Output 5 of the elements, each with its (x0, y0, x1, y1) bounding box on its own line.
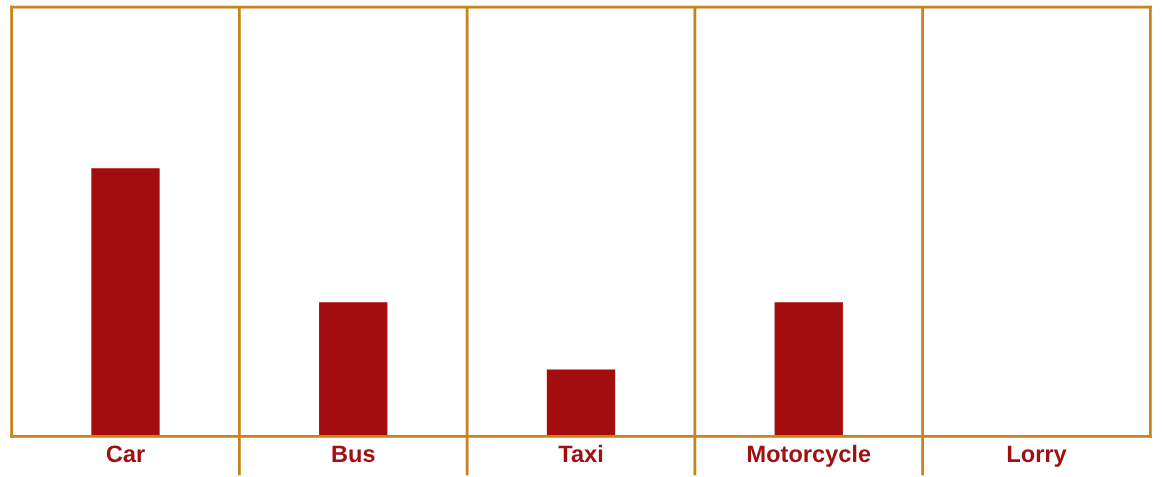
x-tick-label: Car (106, 445, 145, 463)
x-tick-label: Lorry (1007, 445, 1067, 467)
x-tick-label: Taxi (558, 444, 603, 463)
x-tick-label: Bus (332, 445, 375, 463)
x-tick-label: Motorcycle (748, 444, 871, 467)
